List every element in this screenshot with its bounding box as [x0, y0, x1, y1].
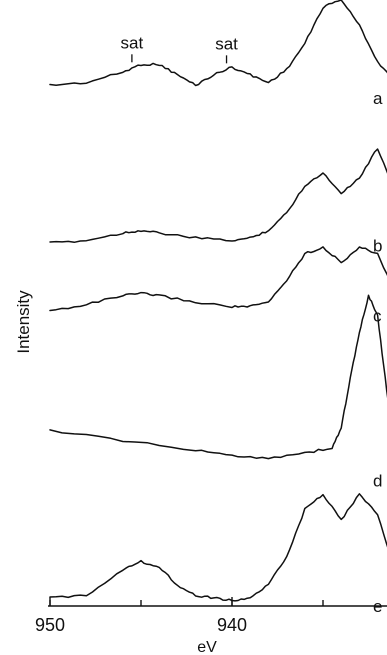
- y-axis-label: Intensity: [14, 290, 33, 354]
- series-label-c: c: [373, 306, 382, 325]
- x-axis-ticks: 950940930: [35, 597, 324, 635]
- spectrum-e: [49, 493, 387, 602]
- x-axis-label: eV: [197, 639, 217, 655]
- spectrum-b: [49, 148, 387, 244]
- series-label-d: d: [373, 472, 382, 491]
- spectra-curves: [49, 0, 387, 602]
- annotation-label-1: sat: [215, 34, 238, 53]
- spectrum-c: [49, 246, 387, 312]
- series-label-b: b: [373, 237, 382, 256]
- satellite-annotations: sat sat: [121, 33, 238, 64]
- spectrum-d: [49, 294, 387, 460]
- x-tick-label-950: 950: [35, 615, 65, 635]
- x-tick-label-940: 940: [217, 615, 247, 635]
- series-label-a: a: [373, 89, 383, 108]
- spectrum-a: [49, 0, 387, 87]
- annotation-label-0: sat: [121, 33, 144, 52]
